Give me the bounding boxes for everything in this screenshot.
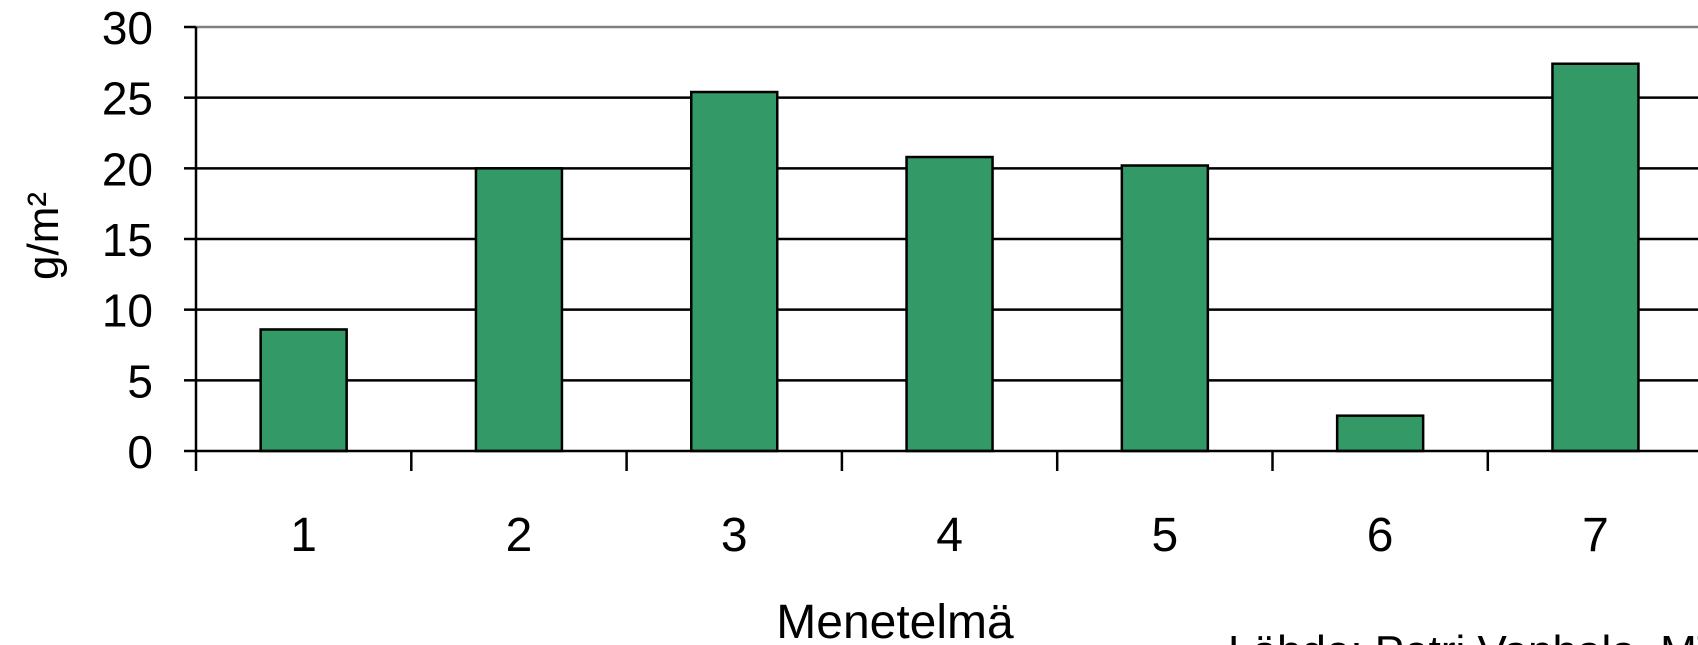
bar-1 — [259, 328, 348, 453]
source-note: Lähde: Petri Vanhala, MTT — [1228, 627, 1698, 645]
y-tick-label: 10 — [102, 285, 153, 337]
x-tick-label: 1 — [290, 509, 317, 562]
x-tick-label: 4 — [936, 509, 963, 562]
x-axis-title: Menetelmä — [776, 596, 1014, 645]
y-tick-label: 5 — [127, 355, 153, 407]
x-tick-labels: 1 2 3 4 5 6 7 — [290, 509, 1609, 562]
bar-2 — [474, 167, 564, 453]
y-tick-label: 30 — [102, 2, 153, 54]
y-tick-label: 0 — [127, 426, 153, 478]
y-axis-title: g/m² — [19, 192, 68, 280]
bar-7 — [1551, 62, 1640, 453]
bar-6 — [1335, 414, 1425, 453]
bars — [259, 62, 1640, 453]
x-tick-label: 5 — [1151, 509, 1178, 562]
x-tick-label: 3 — [721, 509, 748, 562]
y-tick-label: 15 — [102, 214, 153, 266]
bar-4 — [905, 155, 994, 453]
y-tick-label: 25 — [102, 73, 153, 125]
x-tick-label: 2 — [506, 509, 533, 562]
y-tick-labels: 0 5 10 15 20 25 30 — [102, 2, 153, 478]
bar-3 — [690, 90, 779, 453]
x-tick-label: 7 — [1582, 509, 1609, 562]
axes — [184, 25, 1698, 471]
y-tick-label: 20 — [102, 143, 153, 195]
bar-5 — [1120, 164, 1210, 453]
x-tick-label: 6 — [1367, 509, 1394, 562]
